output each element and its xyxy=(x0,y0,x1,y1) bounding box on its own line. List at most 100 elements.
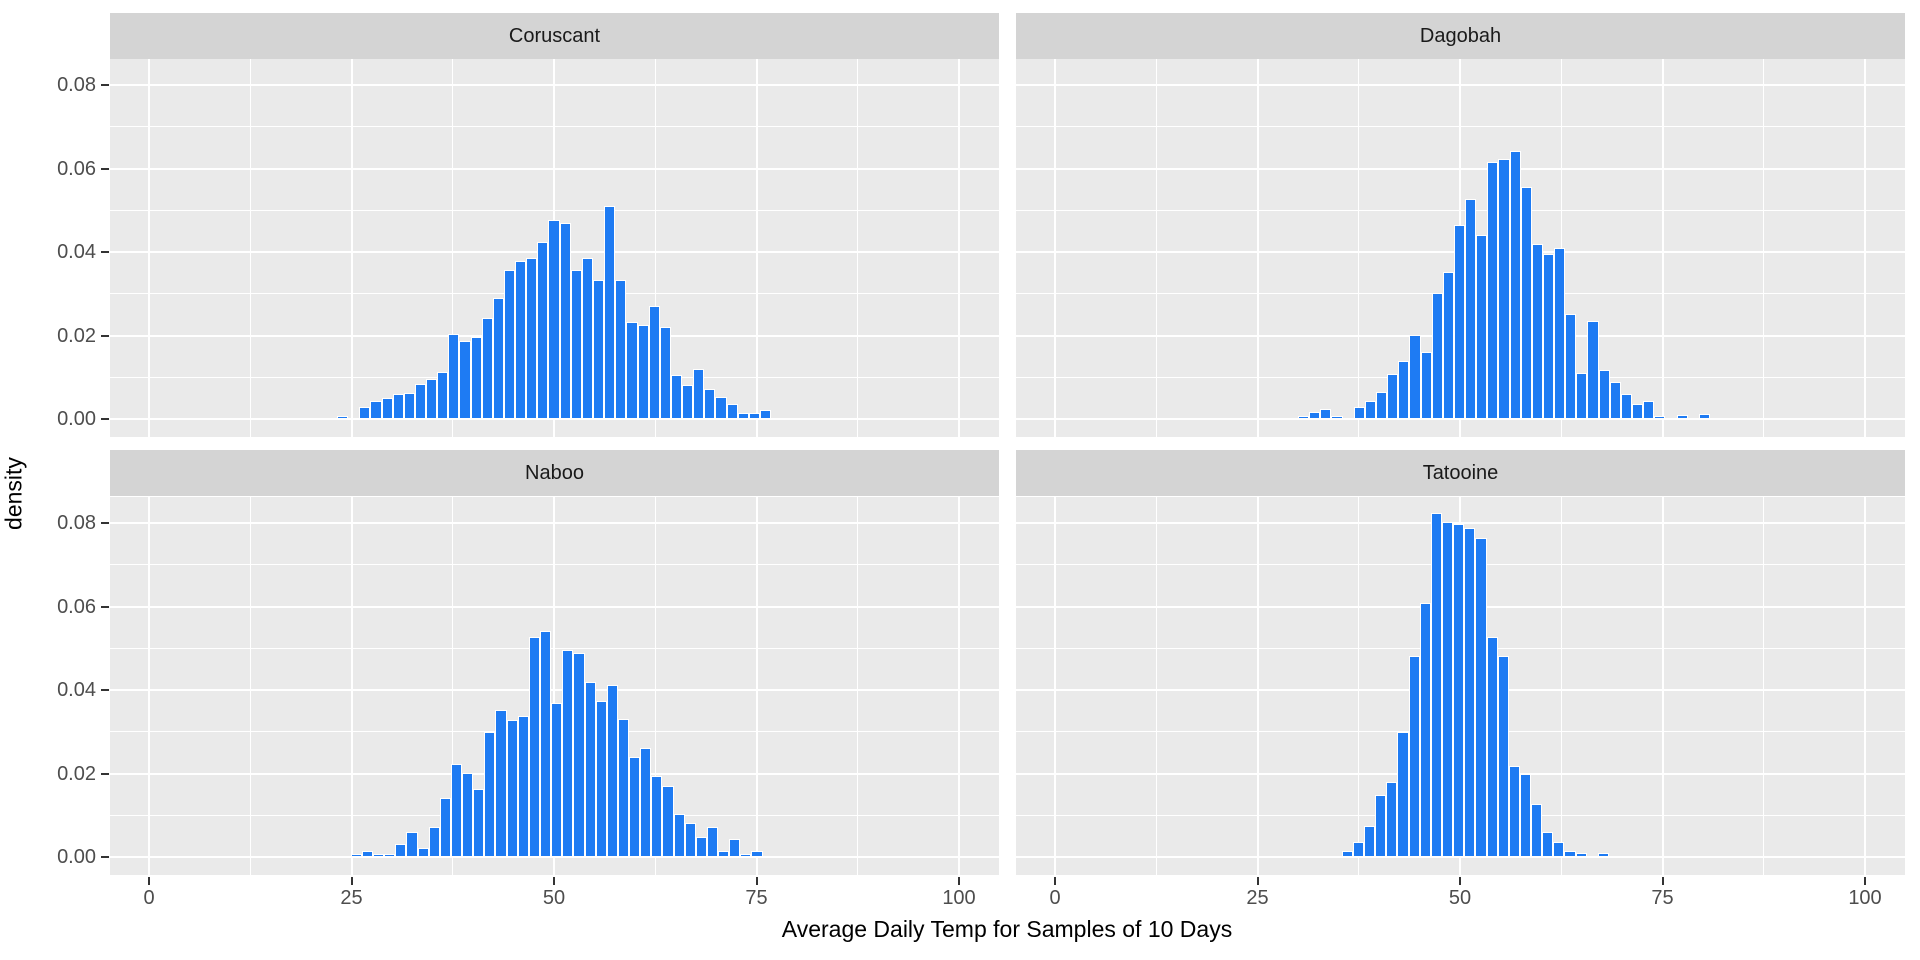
histogram-bar xyxy=(1519,773,1532,857)
panel-naboo xyxy=(110,497,999,875)
histogram-bar xyxy=(1320,409,1332,419)
x-tick xyxy=(1864,877,1866,885)
gridline-major-v xyxy=(1256,59,1259,437)
histogram-bar xyxy=(426,379,438,419)
histogram-bar xyxy=(562,650,574,857)
gridline-major-v xyxy=(755,497,758,875)
x-tick xyxy=(958,877,960,885)
histogram-bar xyxy=(450,763,463,857)
histogram-bar xyxy=(759,410,772,419)
histogram-bar xyxy=(617,719,630,857)
gridline-minor-v xyxy=(1155,59,1157,437)
histogram-bar xyxy=(581,257,593,419)
histogram-bar xyxy=(726,404,738,419)
histogram-bar xyxy=(1509,151,1521,419)
histogram-bar xyxy=(1542,832,1554,857)
x-tick xyxy=(755,877,758,885)
histogram-bar xyxy=(748,413,760,419)
histogram-bar xyxy=(481,318,493,419)
histogram-bar xyxy=(1476,234,1488,419)
histogram-bar xyxy=(593,279,605,419)
histogram-bar xyxy=(584,681,596,857)
x-tick-label: 100 xyxy=(942,887,976,909)
facet-strip-naboo: Naboo xyxy=(110,450,999,496)
histogram-bar xyxy=(704,388,716,419)
histogram-bar xyxy=(1364,400,1376,419)
histogram-bar xyxy=(517,715,529,857)
histogram-bar xyxy=(1575,853,1587,857)
histogram-bar xyxy=(1386,782,1398,857)
gridline-minor-v xyxy=(249,497,251,875)
histogram-bar xyxy=(1498,158,1510,419)
histogram-bar xyxy=(503,270,516,419)
x-tick-label: 75 xyxy=(1651,887,1674,909)
y-tick xyxy=(101,418,109,420)
gridline-major-v xyxy=(958,59,960,437)
histogram-bar xyxy=(1387,374,1399,419)
histogram-bar xyxy=(539,630,552,857)
histogram-bar xyxy=(1497,656,1509,857)
histogram-bar xyxy=(1553,842,1565,857)
y-tick xyxy=(101,167,109,170)
histogram-bar xyxy=(1654,416,1666,419)
histogram-bar xyxy=(1487,162,1499,419)
gridline-minor-v xyxy=(1763,497,1765,875)
histogram-bar xyxy=(395,844,407,857)
histogram-bar xyxy=(718,851,730,857)
histogram-bar xyxy=(548,219,560,419)
histogram-bar xyxy=(1520,187,1532,419)
panel-dagobah xyxy=(1016,59,1905,437)
gridline-minor-v xyxy=(1358,497,1360,875)
histogram-bar xyxy=(740,854,752,857)
histogram-bar xyxy=(1598,369,1610,419)
histogram-bar xyxy=(1420,352,1432,419)
histogram-bar xyxy=(1531,803,1543,857)
gridline-major-v xyxy=(148,59,150,437)
histogram-bar xyxy=(1542,253,1555,419)
histogram-bar xyxy=(1331,415,1343,419)
histogram-bar xyxy=(640,747,652,857)
histogram-bar xyxy=(448,334,460,419)
histogram-bar xyxy=(737,413,749,419)
histogram-bar xyxy=(1453,224,1466,419)
histogram-bar xyxy=(695,836,707,857)
x-tick xyxy=(1256,877,1259,885)
histogram-bar xyxy=(648,305,660,419)
y-tick-label: 0.00 xyxy=(57,846,96,868)
histogram-bar xyxy=(1698,413,1710,419)
facet-strip-tatooine: Tatooine xyxy=(1016,450,1905,496)
histogram-bar xyxy=(715,397,727,419)
y-tick-label: 0.02 xyxy=(57,324,96,347)
histogram-bar xyxy=(373,854,385,857)
histogram-bar xyxy=(626,321,638,419)
gridline-minor-v xyxy=(654,497,656,875)
histogram-bar xyxy=(1430,512,1442,857)
x-tick-label: 50 xyxy=(1448,887,1472,909)
histogram-bar xyxy=(629,756,641,857)
histogram-bar xyxy=(1309,411,1321,419)
histogram-bar xyxy=(1565,313,1577,419)
histogram-bar xyxy=(381,397,393,419)
histogram-bar xyxy=(337,415,349,419)
gridline-major-v xyxy=(958,497,960,875)
x-tick-label: 0 xyxy=(143,887,155,909)
gridline-major-v xyxy=(148,497,150,875)
histogram-bar xyxy=(659,327,671,419)
gridline-minor-v xyxy=(857,59,859,437)
y-axis-title: density xyxy=(0,457,27,530)
y-tick xyxy=(101,251,109,253)
y-tick xyxy=(101,689,109,691)
y-tick xyxy=(101,605,109,608)
histogram-bar xyxy=(1341,850,1353,857)
histogram-bar xyxy=(1397,732,1409,857)
gridline-minor-v xyxy=(1358,59,1360,437)
histogram-bar xyxy=(495,709,507,857)
histogram-bar xyxy=(1475,537,1487,857)
histogram-bar xyxy=(1364,826,1376,857)
histogram-bar xyxy=(682,384,694,419)
y-tick-label: 0.06 xyxy=(57,595,96,618)
histogram-bar xyxy=(473,789,485,857)
histogram-bar xyxy=(559,223,571,419)
histogram-bar xyxy=(662,785,674,857)
